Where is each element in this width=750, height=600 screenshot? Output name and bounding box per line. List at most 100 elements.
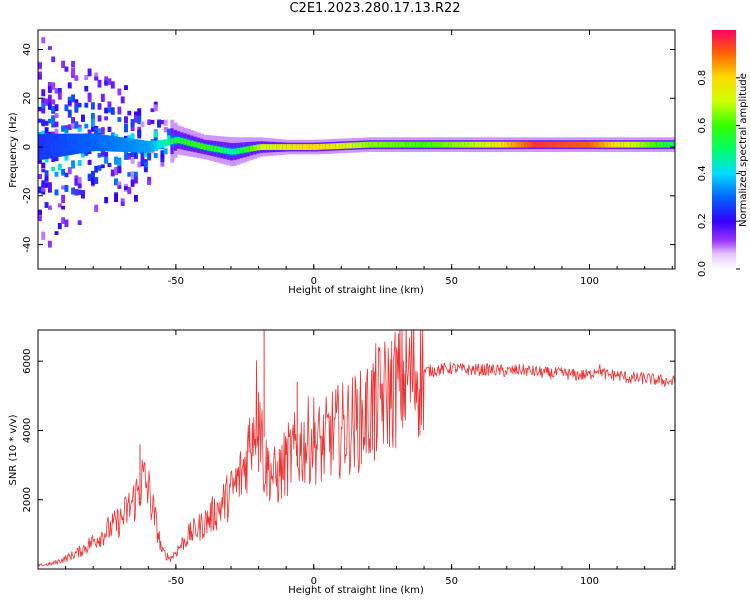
spectrogram-cell (81, 192, 85, 199)
spectrogram-cell (44, 98, 49, 106)
spectrogram-cell (431, 141, 436, 148)
spectrogram-cell (623, 141, 628, 148)
spectrogram-cell (517, 141, 522, 148)
spectrogram-cell (249, 145, 254, 152)
spectrogram-cell (54, 113, 59, 119)
spectrogram-cell (163, 119, 168, 126)
spectrogram-cell (57, 91, 62, 100)
spectrogram-cell (375, 141, 380, 148)
spectrogram-cell (90, 176, 95, 184)
spectrogram-cell (74, 99, 79, 106)
spectrogram-cell (97, 134, 102, 152)
spectrogram-cell (441, 141, 446, 148)
spectrogram-cell (253, 145, 257, 151)
spectrogram-cell (84, 133, 89, 153)
spectrogram-cell (117, 117, 122, 122)
spectrogram-cell (537, 141, 542, 148)
spectrogram-cell (87, 68, 92, 77)
spectrogram-cell (484, 141, 489, 148)
spectrogram-panel: -50 0 50 100 -40 -20 0 20 40 Height of straight… (8, 29, 676, 296)
spectrogram-cell (110, 81, 115, 89)
spectrogram-cell (150, 119, 155, 124)
spectrogram-cell (256, 144, 261, 151)
spectrogram-cell (117, 136, 122, 152)
spectrogram-cell (67, 96, 72, 101)
spectrogram-cell (94, 128, 99, 135)
spectrogram-cell (269, 144, 274, 150)
spectrogram-cell (630, 141, 635, 148)
spectrogram-cell (74, 75, 79, 81)
spectrogram-cell (41, 97, 46, 103)
spectrogram-cell (54, 128, 59, 136)
spectrogram-cell (157, 119, 162, 128)
spectrogram-cell (451, 141, 456, 148)
spectrogram-cell (41, 231, 46, 240)
spectrogram-cell (47, 102, 52, 110)
spectrogram-cell (239, 147, 244, 154)
spectrogram-cell (97, 128, 102, 134)
colorbar-label: Normalized spectral amplitude (738, 73, 749, 227)
spectrogram-cell (94, 177, 99, 184)
spectrogram-cell (84, 123, 89, 129)
spectrogram-cell (64, 133, 69, 156)
x-tick-label: -50 (168, 576, 184, 587)
spectrogram-cell (398, 141, 403, 148)
spectrogram-cell (193, 141, 198, 148)
spectrogram-cell (41, 89, 46, 97)
spectrogram-cell (640, 141, 645, 148)
spectrogram-cell (600, 141, 605, 148)
spectrogram-cell (104, 76, 109, 84)
spectrogram-cell (491, 141, 496, 148)
spectrogram-cell (87, 173, 92, 182)
spectrogram-cell (104, 157, 109, 164)
spectrogram-cell (41, 100, 46, 109)
spectrogram-cell (458, 141, 463, 148)
spectrogram-cell (133, 171, 138, 177)
spectrogram-cell (167, 135, 171, 142)
spectrogram-cell (547, 141, 552, 148)
spectrogram-cell (216, 146, 221, 153)
spectrogram-cell (44, 133, 49, 160)
y-tick-label: -20 (22, 188, 33, 204)
spectrogram-cell (643, 141, 648, 148)
spectrogram-cell (289, 144, 294, 150)
spectrogram-cell (587, 141, 592, 148)
spectrogram-cell (130, 171, 135, 179)
spectrogram-cell (38, 173, 42, 179)
colorbar-tick-label: 0.2 (697, 213, 708, 229)
spectrogram-cell (180, 137, 185, 144)
spectrogram-cell (140, 161, 145, 167)
spectrogram-cell (163, 126, 168, 133)
y-tick-label: 40 (22, 43, 33, 56)
spectrogram-cell (339, 143, 344, 149)
spectrogram-cell (153, 134, 158, 142)
spectrogram-cell (38, 209, 42, 215)
spectrogram-cell (150, 140, 155, 153)
spectrogram-x-ticks: -50 0 50 100 (37, 30, 673, 287)
spectrogram-cell (147, 119, 152, 126)
spectrogram-cell (90, 118, 95, 127)
spectrogram-cell (71, 133, 75, 155)
spectrogram-cell (263, 144, 267, 150)
spectrogram-cell (120, 96, 125, 104)
spectrogram-cell (428, 141, 433, 148)
spectrogram-cell (71, 67, 75, 77)
x-tick-label: 0 (311, 576, 317, 587)
spectrogram-cell (117, 184, 122, 189)
spectrogram-cell (127, 155, 132, 160)
spectrogram-cell (114, 136, 119, 152)
spectrogram-cell (421, 141, 426, 148)
spectrogram-y-label: Frequency (Hz) (8, 112, 19, 188)
spectrogram-cell (445, 141, 449, 148)
spectrogram-cell (236, 148, 241, 154)
spectrogram-cell (133, 114, 138, 123)
spectrogram-y-ticks: -40 -20 0 20 40 (22, 43, 675, 253)
spectrogram-cell (64, 184, 69, 192)
spectrogram-cell (104, 134, 109, 152)
spectrogram-cell (335, 143, 340, 150)
spectrogram-cell (352, 142, 357, 149)
x-tick-label: -50 (168, 276, 184, 287)
spectrogram-cell (574, 141, 578, 148)
spectrogram-cell (147, 176, 152, 185)
